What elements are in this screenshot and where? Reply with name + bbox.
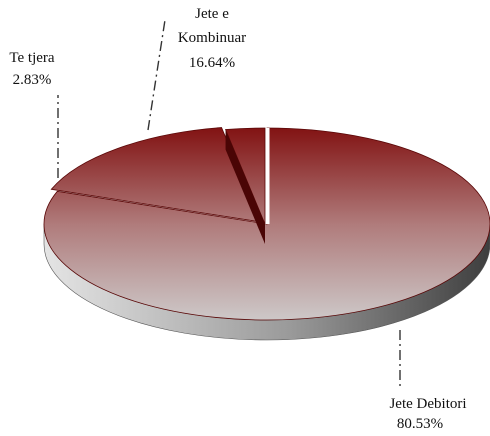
slice-percent-label: 16.64% bbox=[189, 55, 235, 71]
pie-slice-jete-debitori bbox=[43, 127, 490, 341]
leader-line bbox=[147, 19, 166, 131]
slice-percent-label: 80.53% bbox=[397, 416, 443, 432]
pie-label-te-tjera: Te tjera 2.83% bbox=[9, 50, 59, 178]
slice-name-label: Kombinuar bbox=[178, 30, 246, 46]
pie-label-jete-e-kombinuar: Jete e Kombinuar 16.64% bbox=[147, 6, 246, 131]
slice-name-label: Jete e bbox=[195, 6, 229, 22]
pie-slice-top bbox=[50, 127, 262, 223]
pie-slice-te-tjera bbox=[224, 127, 266, 244]
pie-labels: Jete Debitori 80.53% Jete e Kombinuar 16.64%… bbox=[9, 6, 466, 432]
slice-name-label: Jete Debitori bbox=[389, 396, 466, 412]
pie-slices bbox=[43, 127, 490, 341]
pie-slice-top bbox=[224, 127, 266, 225]
pie-slice-cut-face bbox=[225, 129, 265, 244]
pie-slice-top bbox=[43, 127, 490, 321]
slice-name-label: Te tjera bbox=[9, 50, 55, 66]
pie-label-jete-debitori: Jete Debitori 80.53% bbox=[389, 330, 467, 432]
pie-slice-jete-e-kombinuar bbox=[50, 127, 262, 223]
slice-percent-label: 2.83% bbox=[13, 72, 52, 88]
